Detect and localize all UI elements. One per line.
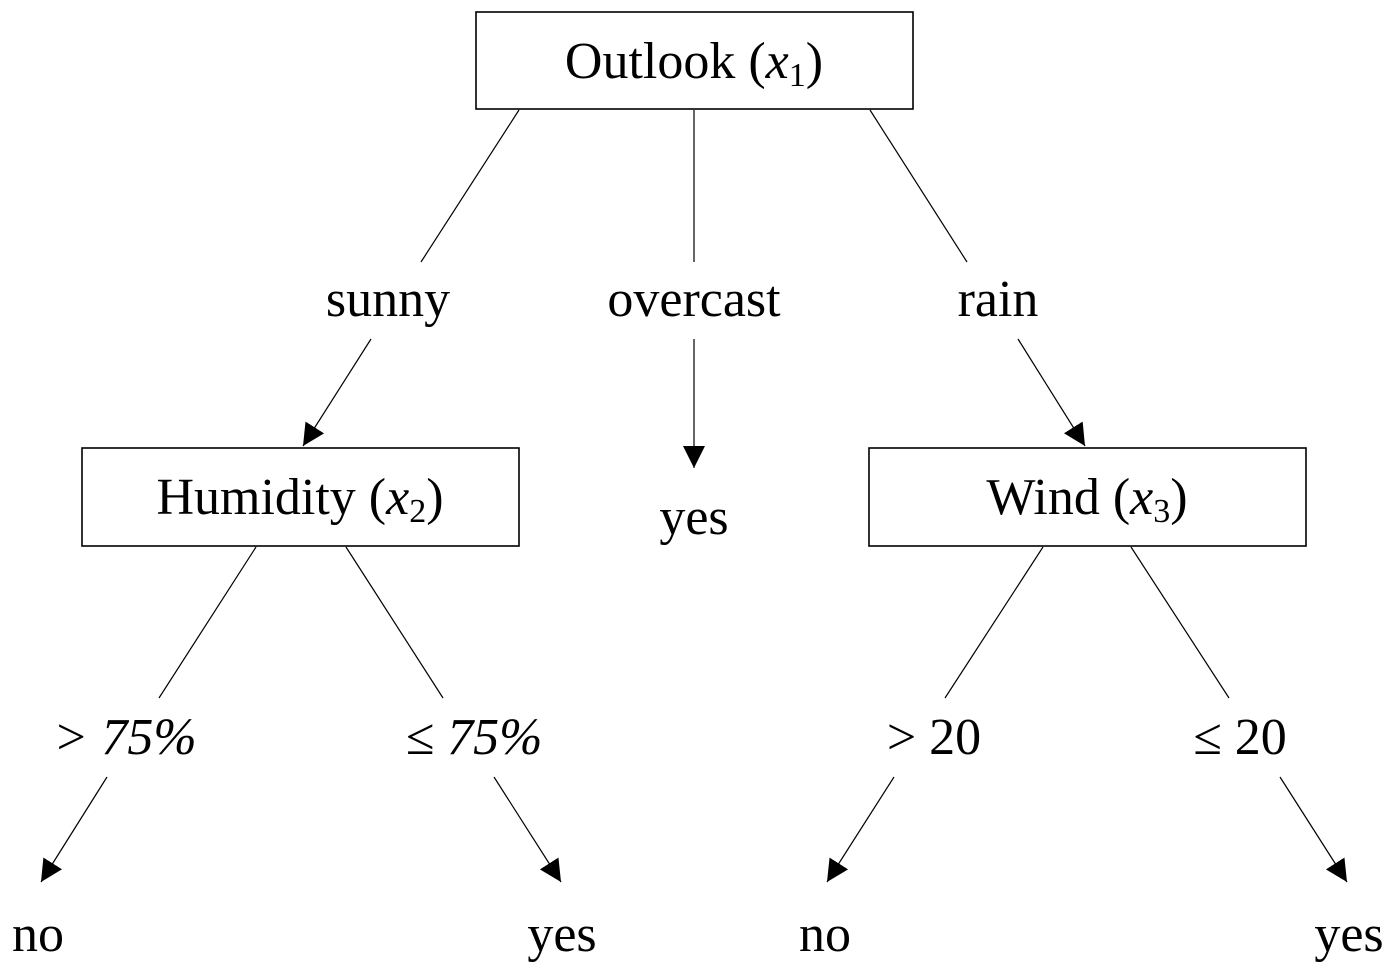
- branch-label-sunny: sunny: [326, 271, 450, 328]
- branch-label-humidity-low: ≤ 75%: [406, 709, 543, 766]
- branch-label-wind-high: > 20: [887, 709, 981, 766]
- leaf-wind-low-yes: yes: [1314, 906, 1383, 963]
- root-node-label: Outlook (x1): [565, 33, 823, 94]
- humidity-node-label: Humidity (x2): [156, 469, 443, 530]
- leaf-humidity-high-no: no: [12, 906, 64, 963]
- edge-wind-low: [1130, 546, 1230, 699]
- arrow-rain-to-wind: [1017, 338, 1086, 447]
- arrow-sunny-to-humidity: [302, 338, 372, 447]
- wind-node-box: [868, 447, 1307, 547]
- edge-humidity-low: [345, 546, 444, 699]
- branch-label-humidity-high: > 75%: [53, 709, 196, 766]
- arrow-wind-high-to-no: [826, 776, 895, 883]
- leaf-overcast-yes: yes: [659, 489, 728, 546]
- root-node-box: [475, 11, 914, 110]
- arrow-humidity-low-to-yes: [493, 776, 562, 883]
- edge-humidity-high: [158, 546, 257, 699]
- wind-node: Wind (x3): [868, 447, 1307, 547]
- edge-wind-high: [944, 546, 1044, 699]
- humidity-node: Humidity (x2): [81, 447, 520, 547]
- branch-label-wind-low: ≤ 20: [1193, 709, 1287, 766]
- arrow-wind-low-to-yes: [1279, 776, 1348, 883]
- edge-root-sunny: [420, 109, 520, 263]
- branch-label-rain: rain: [958, 271, 1039, 328]
- branch-label-overcast: overcast: [607, 271, 781, 328]
- leaf-wind-high-no: no: [799, 906, 851, 963]
- edge-root-rain: [869, 109, 968, 263]
- humidity-node-box: [81, 447, 520, 547]
- root-node: Outlook (x1): [475, 11, 914, 110]
- arrow-humidity-high-to-no: [40, 776, 108, 883]
- leaf-humidity-low-yes: yes: [527, 906, 596, 963]
- wind-node-label: Wind (x3): [986, 469, 1187, 530]
